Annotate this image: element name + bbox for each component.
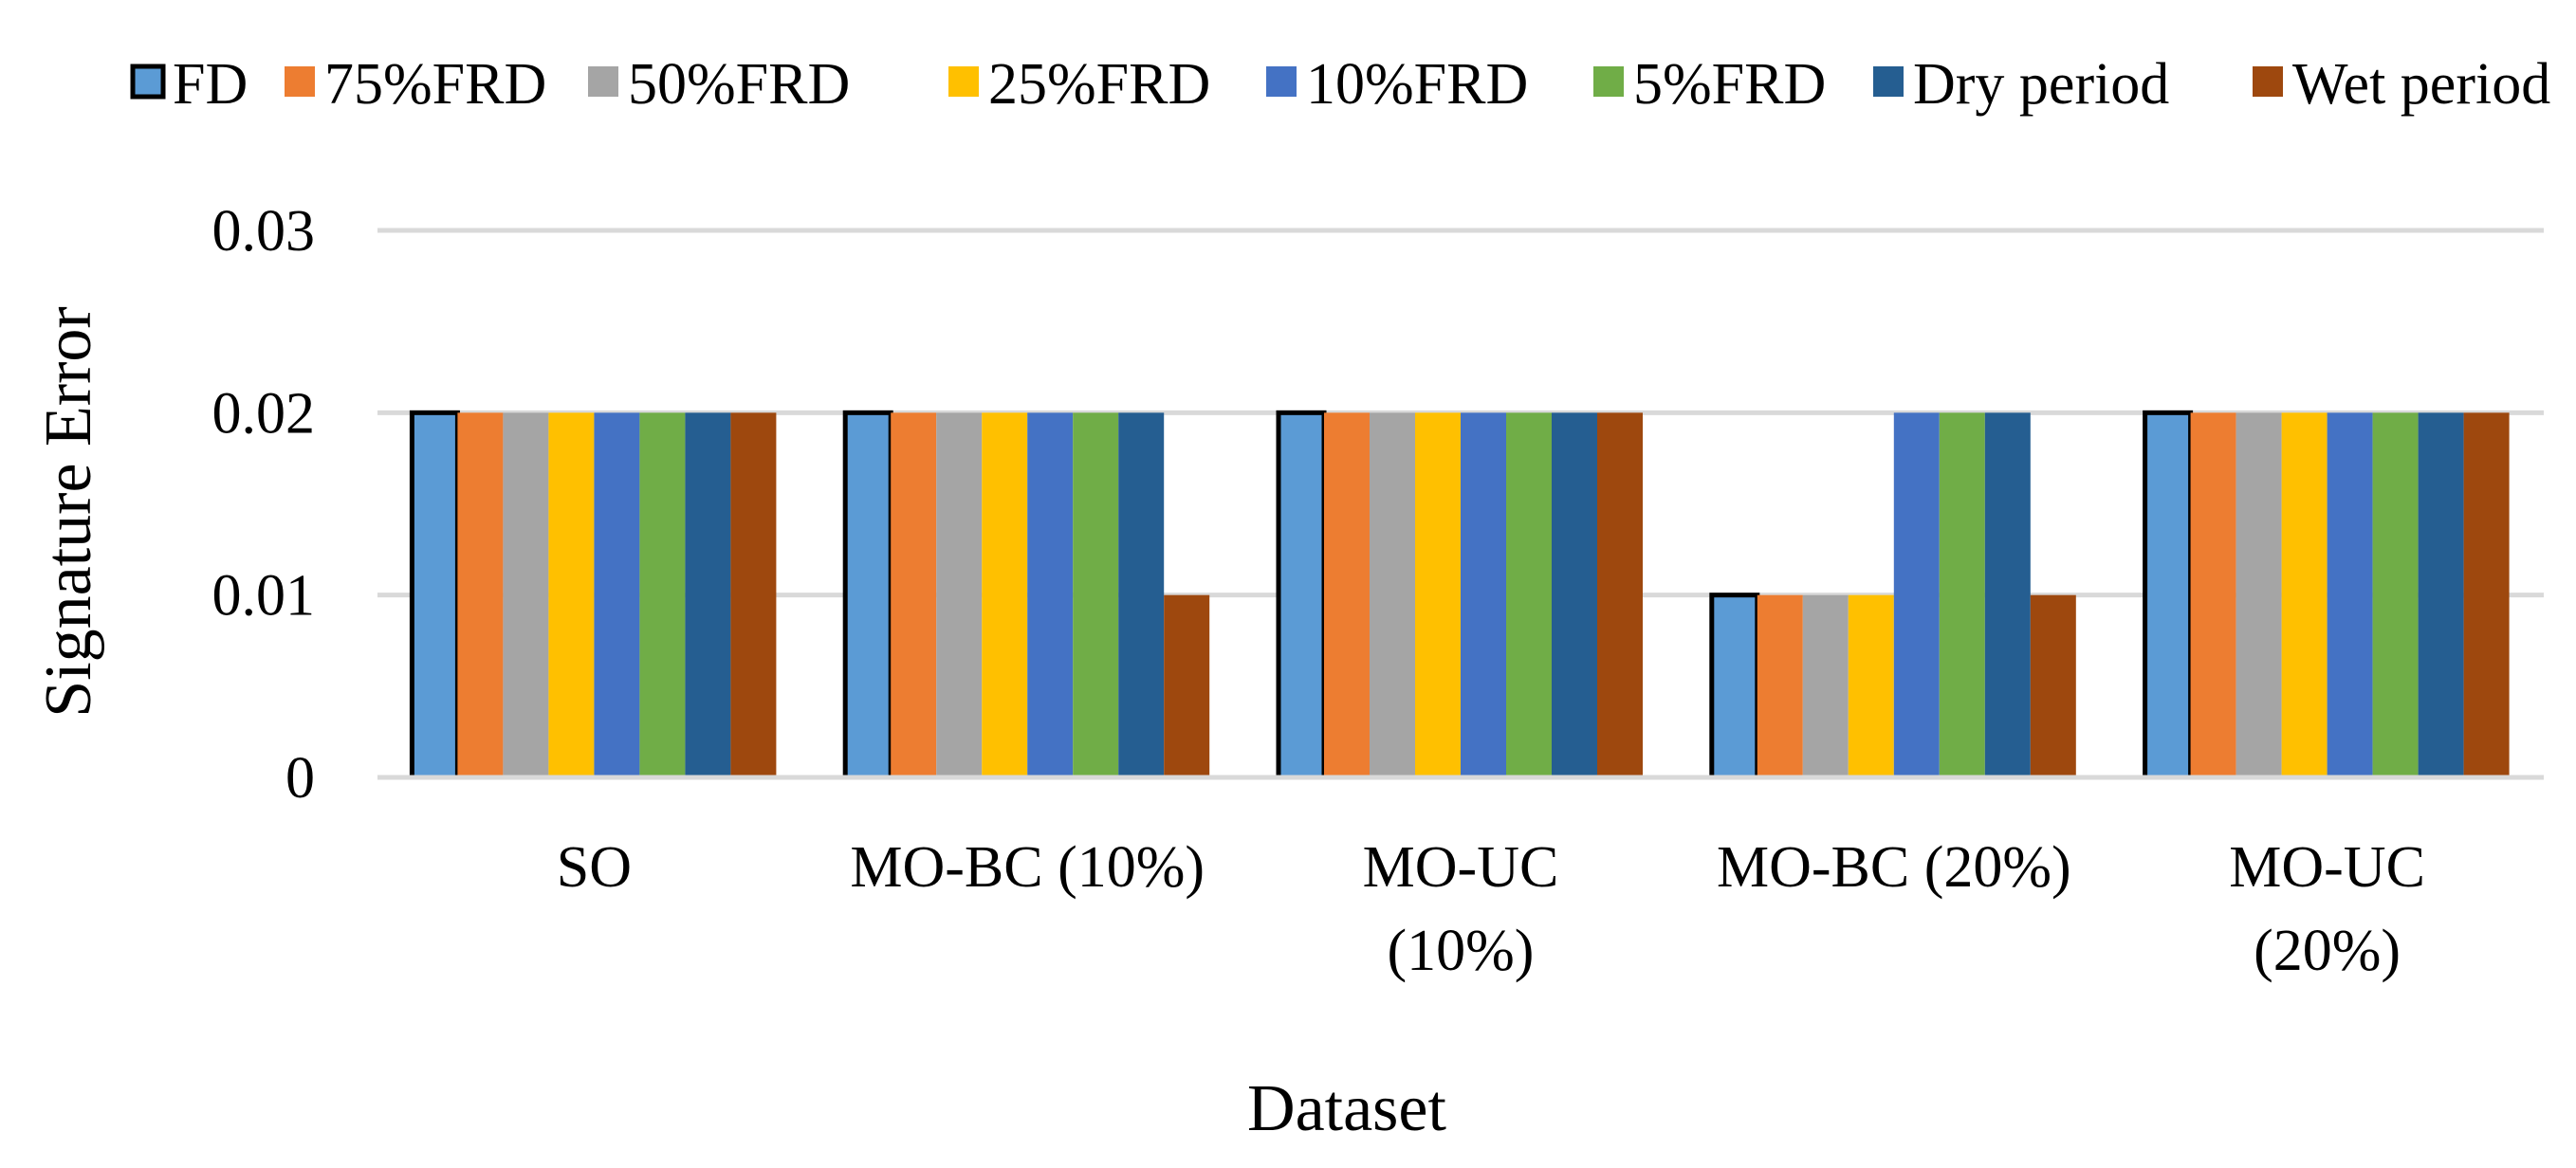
bar (1552, 412, 1597, 777)
bar (2463, 412, 2510, 777)
x-axis-title: Dataset (1247, 1072, 1446, 1145)
bar (1506, 412, 1552, 777)
legend-label: 10%FRD (1306, 52, 1528, 117)
bar (1027, 412, 1074, 777)
legend-swatch (948, 66, 979, 97)
bar (409, 410, 460, 780)
bar (2190, 412, 2236, 777)
bar (1415, 412, 1461, 777)
legend-label: Dry period (1913, 52, 2169, 117)
bar (594, 412, 640, 777)
legend: FD 75%FRD 50%FRD 25%FRD 10%FRD 5%FRD Dry perio… (130, 52, 2550, 117)
bar (936, 412, 983, 777)
bar (2143, 410, 2194, 780)
legend-label: 75%FRD (324, 52, 546, 117)
x-tick-label: MO-UC (2229, 835, 2425, 900)
x-tick-label: MO-BC (20%) (1717, 835, 2071, 900)
bar (2281, 412, 2328, 777)
axes: 0 0.01 0.02 0.03 SO MO-BC (10%) MO-UC (10%) MO-B… (32, 199, 2544, 1145)
legend-swatch (588, 66, 618, 97)
bar (548, 412, 595, 777)
bar (2327, 412, 2373, 777)
legend-item: 75%FRD (285, 52, 546, 117)
bar (639, 412, 686, 777)
bar (1276, 410, 1327, 780)
legend-item: Wet period (2253, 52, 2550, 117)
legend-swatch (2253, 66, 2283, 97)
legend-item: 5%FRD (1593, 52, 1826, 117)
x-tick-label: (10%) (1388, 919, 1535, 983)
legend-swatch (1593, 66, 1624, 97)
bar (1461, 412, 1506, 777)
legend-item: 50%FRD (588, 52, 850, 117)
legend-label: FD (173, 52, 248, 117)
x-tick-label: SO (557, 835, 632, 900)
legend-swatch (1266, 66, 1297, 97)
bar (982, 412, 1028, 777)
legend-swatch (130, 64, 166, 100)
legend-item: FD (130, 52, 248, 117)
bar (503, 412, 549, 777)
bar (1757, 594, 1803, 777)
bar (1073, 412, 1119, 777)
bar (2372, 412, 2419, 777)
bar (2236, 412, 2282, 777)
y-tick-label: 0.03 (212, 199, 316, 264)
bar (730, 412, 777, 777)
bar (1848, 594, 1894, 777)
bars (409, 410, 2510, 780)
bar (1802, 594, 1849, 777)
bar (2030, 594, 2076, 777)
y-tick-label: 0.02 (212, 381, 316, 446)
bar (1984, 412, 2031, 777)
legend-label: Wet period (2292, 52, 2550, 117)
bar (1893, 412, 1940, 777)
bar (1324, 412, 1370, 777)
legend-swatch (1873, 66, 1904, 97)
bar (2418, 412, 2464, 777)
y-tick-label: 0.01 (212, 564, 316, 629)
bar (1709, 593, 1760, 780)
bar (685, 412, 731, 777)
bar (842, 410, 893, 780)
bar (1164, 594, 1210, 777)
x-tick-label: (20%) (2254, 919, 2401, 983)
bar (1370, 412, 1415, 777)
legend-item: Dry period (1873, 52, 2169, 117)
legend-item: 25%FRD (948, 52, 1210, 117)
y-tick-label: 0 (285, 746, 315, 811)
bar (1939, 412, 1985, 777)
legend-item: 10%FRD (1266, 52, 1528, 117)
bar (1597, 412, 1643, 777)
y-axis-title: Signature Error (32, 306, 105, 717)
legend-label: 5%FRD (1633, 52, 1826, 117)
x-tick-label: MO-UC (1363, 835, 1559, 900)
bar (1118, 412, 1165, 777)
x-tick-label: MO-BC (10%) (850, 835, 1205, 900)
legend-swatch (285, 66, 315, 97)
legend-label: 25%FRD (988, 52, 1210, 117)
bar (891, 412, 937, 777)
bar (457, 412, 504, 777)
legend-label: 50%FRD (628, 52, 850, 117)
